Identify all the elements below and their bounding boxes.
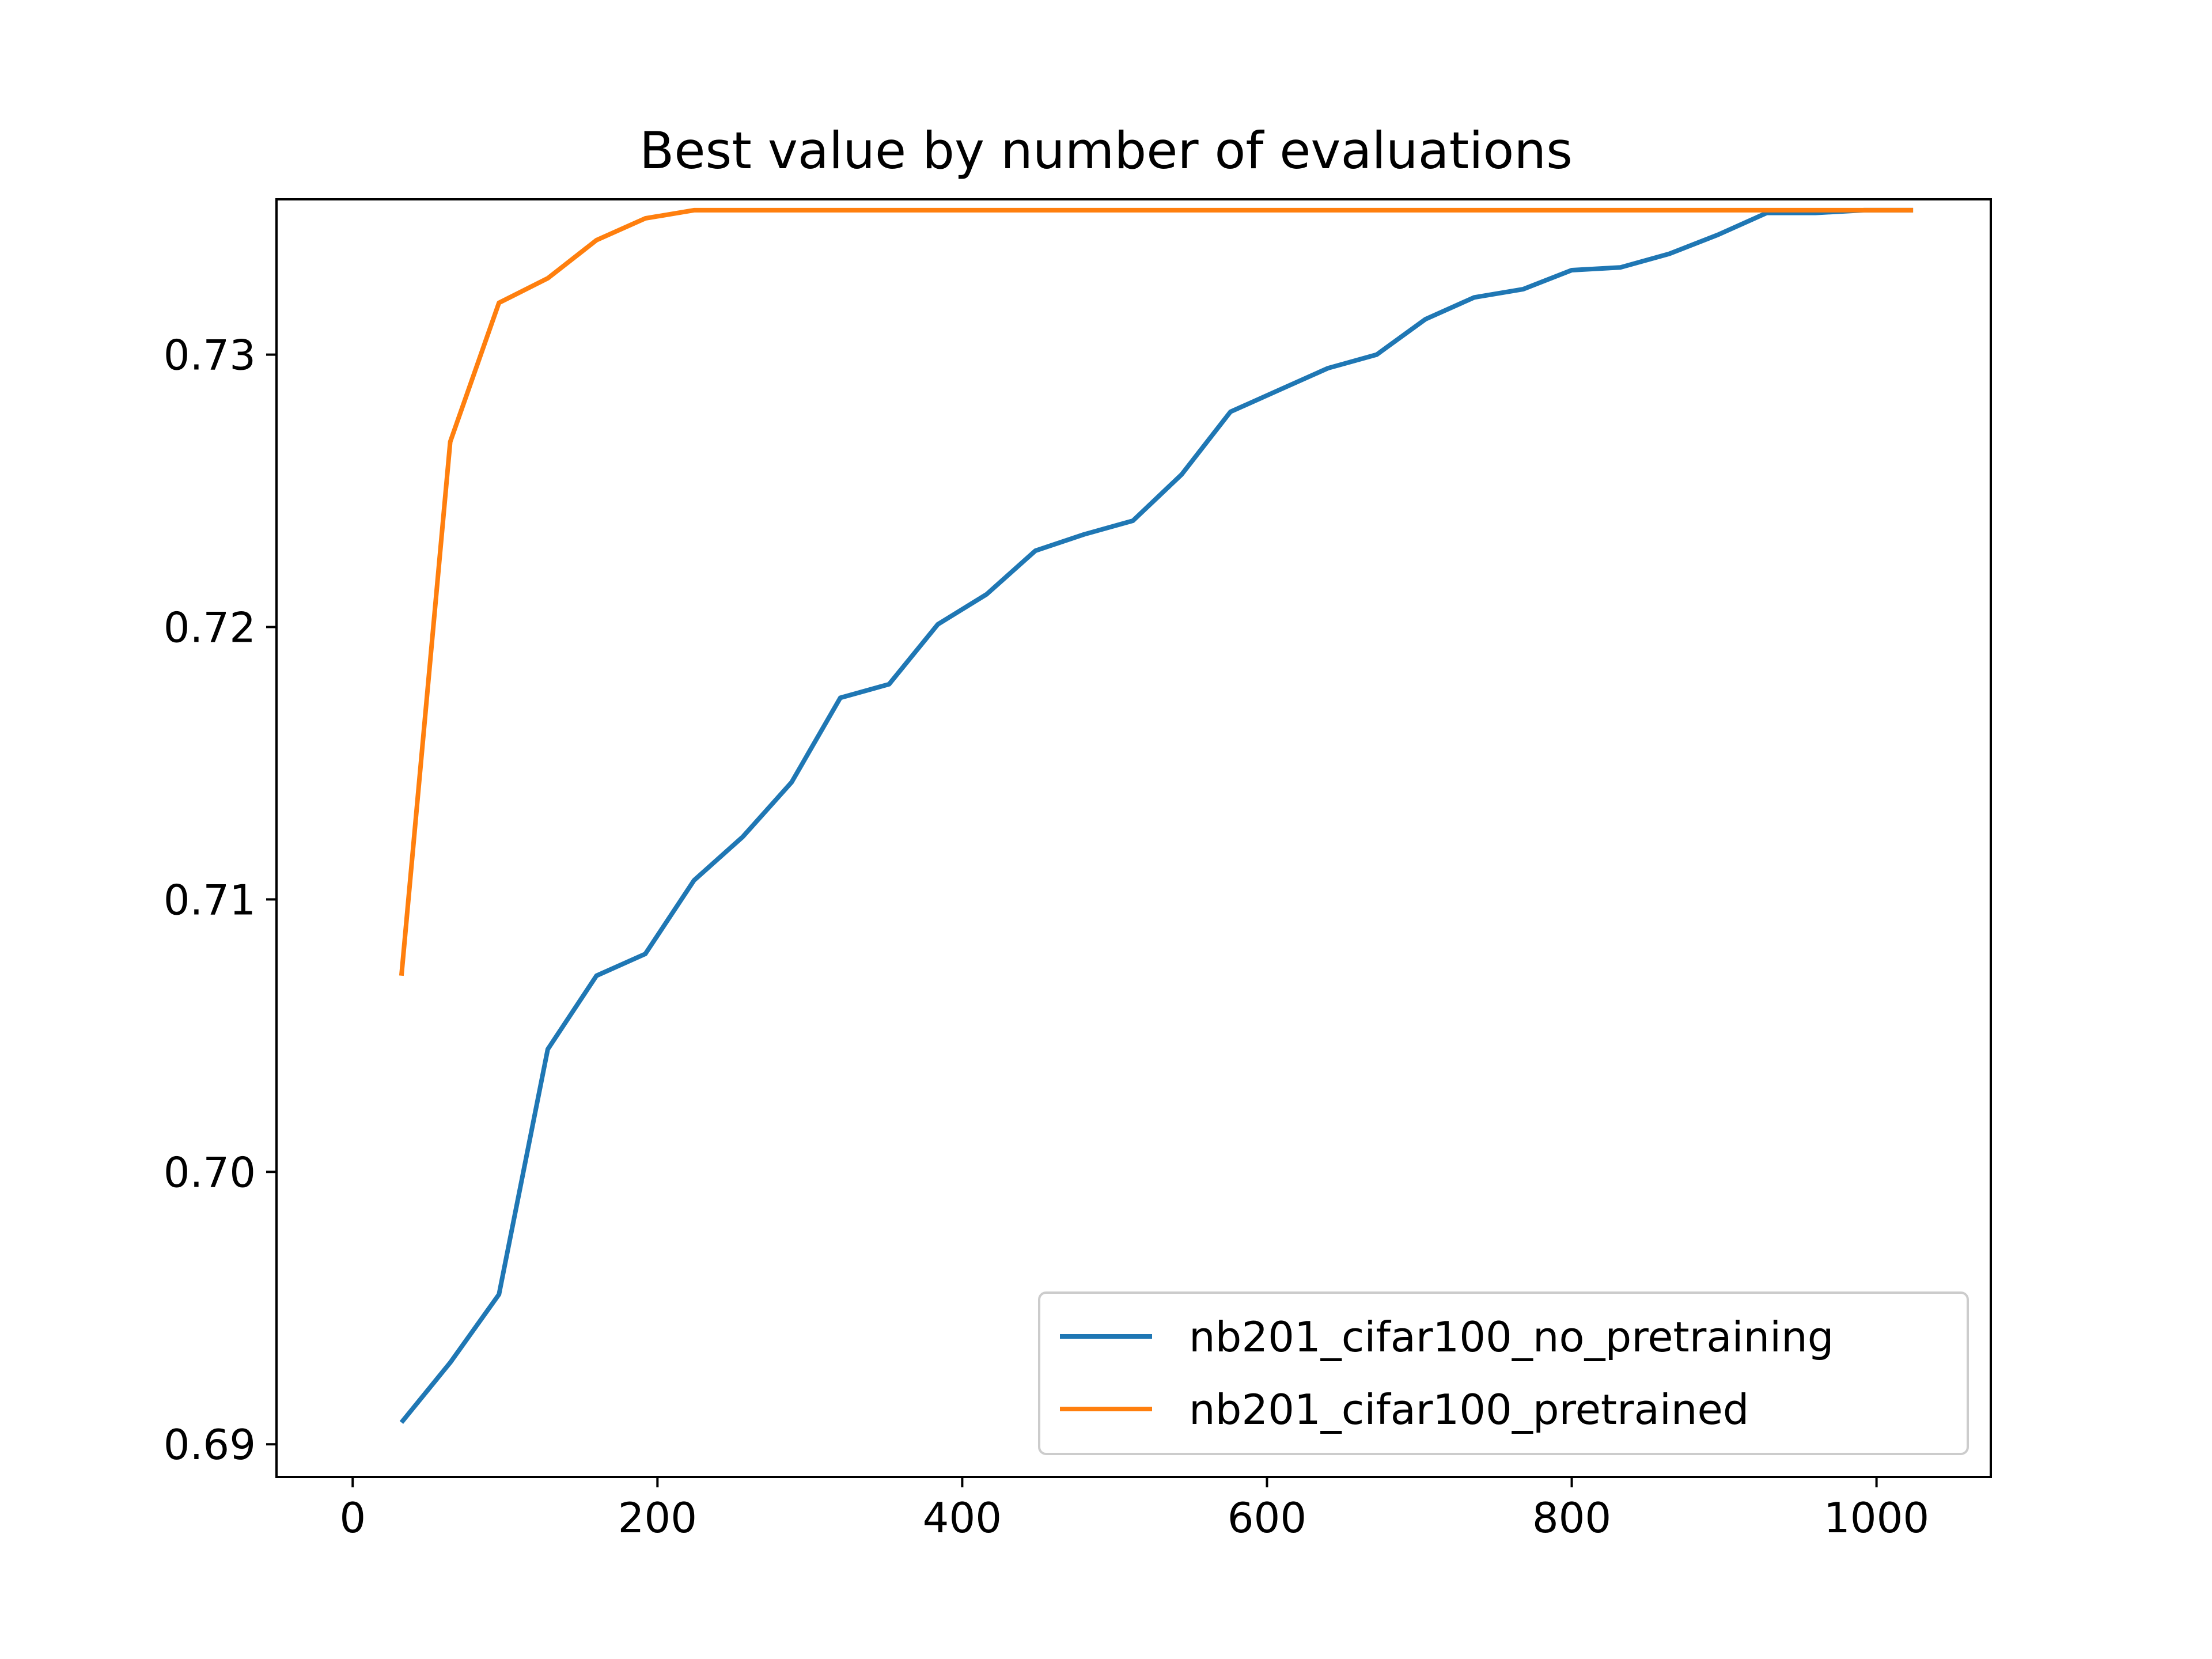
y-axis: 0.69 0.70 0.71 0.72 0.73: [164, 331, 276, 1469]
x-axis: 0 200 400 600 800 1000: [339, 1477, 1929, 1542]
plot-frame: [275, 198, 1992, 1478]
x-tick-label: 400: [923, 1494, 1002, 1542]
y-tick-label: 0.71: [164, 876, 256, 924]
x-tick-label: 1000: [1824, 1494, 1929, 1542]
x-tick-label: 200: [618, 1494, 697, 1542]
chart-title: Best value by number of evaluations: [639, 121, 1573, 180]
x-tick-label: 800: [1532, 1494, 1611, 1542]
legend-box: [1038, 1291, 1969, 1455]
x-tick-label: 600: [1228, 1494, 1306, 1542]
y-tick-label: 0.72: [164, 603, 256, 652]
x-tick-label: 0: [339, 1494, 366, 1542]
y-tick-label: 0.70: [164, 1148, 256, 1196]
y-tick-label: 0.69: [164, 1421, 256, 1469]
series-line-0: [399, 207, 1914, 1424]
legend: nb201_cifar100_no_pretraining nb201_cifar…: [1038, 1291, 1969, 1455]
legend-label-0: nb201_cifar100_no_pretraining: [1189, 1313, 1834, 1361]
legend-label-1: nb201_cifar100_pretrained: [1189, 1385, 1749, 1434]
series-line-1: [399, 207, 1914, 976]
y-tick-label: 0.73: [164, 331, 256, 380]
series-layer: [399, 207, 1914, 1424]
